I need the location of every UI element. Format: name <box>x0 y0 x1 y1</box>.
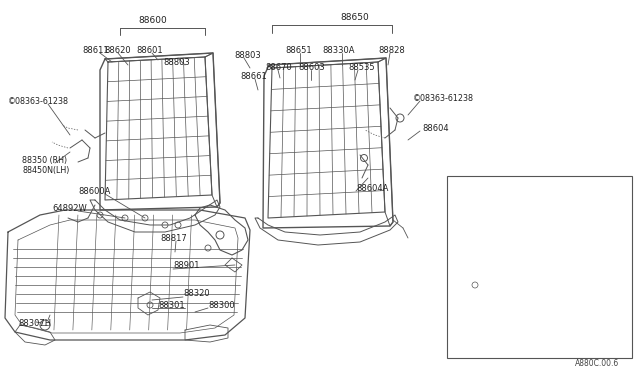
Text: 88817: 88817 <box>160 234 187 243</box>
Text: 88300: 88300 <box>208 301 235 310</box>
Text: 88803: 88803 <box>163 58 189 67</box>
Text: 88601: 88601 <box>136 45 163 55</box>
Text: 88620: 88620 <box>104 45 131 55</box>
Text: 88450N(LH): 88450N(LH) <box>22 166 69 174</box>
Text: 88651: 88651 <box>285 45 312 55</box>
Text: 64892W: 64892W <box>52 203 87 212</box>
Text: 88661: 88661 <box>240 71 267 80</box>
Text: 88600: 88600 <box>139 16 168 25</box>
Text: 88828: 88828 <box>378 45 404 55</box>
Text: 88600A: 88600A <box>78 186 110 196</box>
Text: USA(W.GXE): USA(W.GXE) <box>452 177 503 186</box>
Text: 88604A: 88604A <box>356 183 388 192</box>
Text: ©08363-61238: ©08363-61238 <box>413 93 474 103</box>
Text: 88307H: 88307H <box>18 318 51 327</box>
Bar <box>447 176 632 358</box>
Text: 88535: 88535 <box>348 62 374 71</box>
Text: 88901: 88901 <box>173 262 200 270</box>
Text: 88603: 88603 <box>298 62 324 71</box>
Text: 88650: 88650 <box>340 13 369 22</box>
Text: 88350 (RH): 88350 (RH) <box>22 155 67 164</box>
Text: 88320: 88320 <box>183 289 210 298</box>
Text: 88301: 88301 <box>158 301 184 310</box>
Text: 88330A: 88330A <box>322 45 355 55</box>
Text: 88803: 88803 <box>234 51 260 60</box>
Text: 88604: 88604 <box>422 124 449 132</box>
Text: 88600: 88600 <box>502 189 527 198</box>
Text: 88670: 88670 <box>265 62 292 71</box>
Text: A880C.00.6: A880C.00.6 <box>575 359 620 368</box>
Text: 88650: 88650 <box>564 209 589 218</box>
Text: 88611: 88611 <box>82 45 109 55</box>
Text: ©08363-61238: ©08363-61238 <box>8 96 69 106</box>
